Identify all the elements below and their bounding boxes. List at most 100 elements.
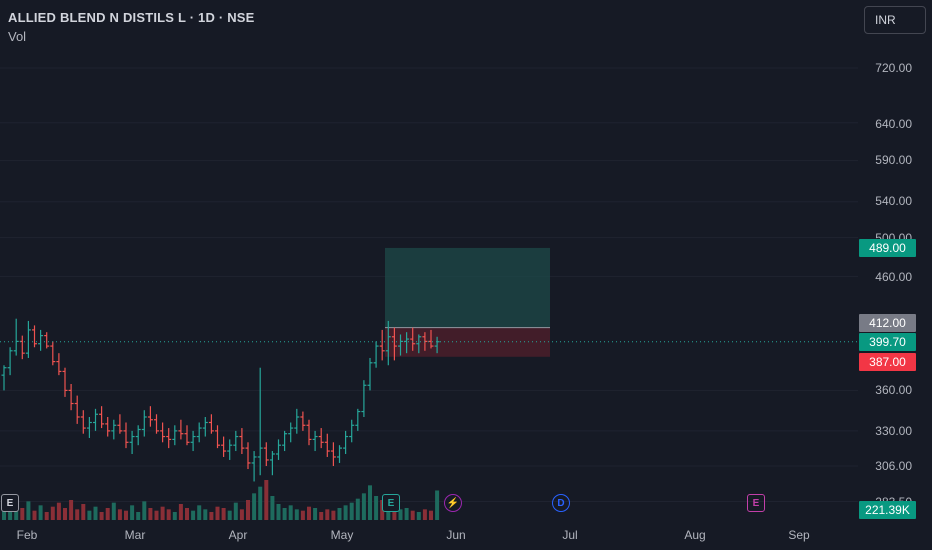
volume-bar [368,485,372,520]
volume-bar [355,498,360,520]
volume-bars [2,480,440,520]
volume-bar [361,493,366,520]
currency-selector[interactable]: INR [864,6,926,34]
stop-price-badge: 387.00 [859,353,916,371]
volume-bar [233,502,238,520]
volume-bar [209,512,214,520]
volume-bar [32,510,37,520]
volume-bar [81,504,86,520]
y-tick: 460.00 [875,270,912,284]
dividend-event-icon[interactable]: D [552,494,570,512]
volume-bar [221,508,226,520]
volume-bar [154,510,159,520]
volume-badge: 221.39K [859,501,916,519]
volume-bar [105,508,110,520]
volume-bar [239,509,244,520]
y-tick: 360.00 [875,383,912,397]
volume-bar [270,496,275,520]
volume-bar [300,510,305,520]
volume-bar [136,512,141,520]
volume-bar [246,500,250,520]
volume-bar [349,502,354,520]
volume-bar [20,508,25,520]
volume-bar [191,510,196,520]
x-tick: Feb [16,528,38,542]
volume-bar [44,512,49,520]
volume-bar [331,510,336,520]
volume-bar [398,509,403,520]
volume-bar [87,510,92,520]
y-tick: 590.00 [875,153,912,167]
volume-bar [386,504,391,520]
volume-bar [435,490,440,520]
volume-bar [294,509,299,520]
volume-bar [160,506,165,520]
volume-bar [392,506,397,520]
volume-bar [8,509,13,520]
earnings-event-icon[interactable]: E [1,494,19,512]
volume-bar [258,486,263,520]
volume-bar [2,504,6,520]
volume-bar [325,509,330,520]
volume-bar [185,508,189,520]
y-tick: 720.00 [875,61,912,75]
symbol-title[interactable]: ALLIED BLEND N DISTILS L · 1D · NSE [8,10,255,25]
volume-bar [148,508,153,520]
volume-bar [99,512,104,520]
earnings-event-icon[interactable]: E [382,494,400,512]
volume-bar [343,505,348,520]
y-tick: 640.00 [875,117,912,131]
chart-legend: ALLIED BLEND N DISTILS L · 1D · NSE Vol [8,10,255,44]
x-tick: Sep [788,528,810,542]
volume-bar [69,500,74,520]
earnings-event-icon[interactable]: E [747,494,765,512]
volume-bar [264,480,269,520]
position-zones [385,247,550,357]
x-tick: Mar [124,528,146,542]
target-zone [385,247,550,328]
y-tick: 330.00 [875,424,912,438]
volume-bar [117,509,122,520]
volume-bar [172,512,177,520]
volume-bar [410,510,415,520]
x-tick: Aug [684,528,706,542]
split-event-icon[interactable]: ⚡ [444,494,462,512]
volume-bar [166,509,171,520]
volume-bar [142,501,147,520]
volume-bar [227,510,232,520]
volume-bar [130,505,135,520]
volume-bar [252,493,257,520]
volume-bar [26,501,31,520]
volume-bar [50,506,55,520]
x-tick: Apr [228,528,248,542]
volume-bar [282,508,287,520]
volume-bar [38,505,43,520]
volume-bar [215,506,220,520]
volume-bar [429,510,433,520]
x-tick: May [330,528,354,542]
volume-legend-label[interactable]: Vol [8,29,27,44]
volume-bar [124,510,128,520]
volume-bar [374,496,379,520]
volume-bar [197,505,202,520]
volume-bar [307,506,311,520]
volume-bar [276,504,281,520]
volume-bar [93,506,98,520]
volume-bar [337,508,342,520]
volume-bar [178,504,183,520]
y-tick: 540.00 [875,194,912,208]
volume-bar [404,508,409,520]
volume-bar [313,508,318,520]
y-tick: 306.00 [875,459,912,473]
x-tick: Jul [562,528,578,542]
volume-bar [75,509,80,520]
volume-bar [288,505,293,520]
volume-bar [63,508,67,520]
volume-bar [56,502,61,520]
x-tick: Jun [446,528,466,542]
target-price-badge: 489.00 [859,239,916,257]
volume-bar [416,512,421,520]
ohlc-bars [1,318,440,482]
volume-bar [111,502,116,520]
